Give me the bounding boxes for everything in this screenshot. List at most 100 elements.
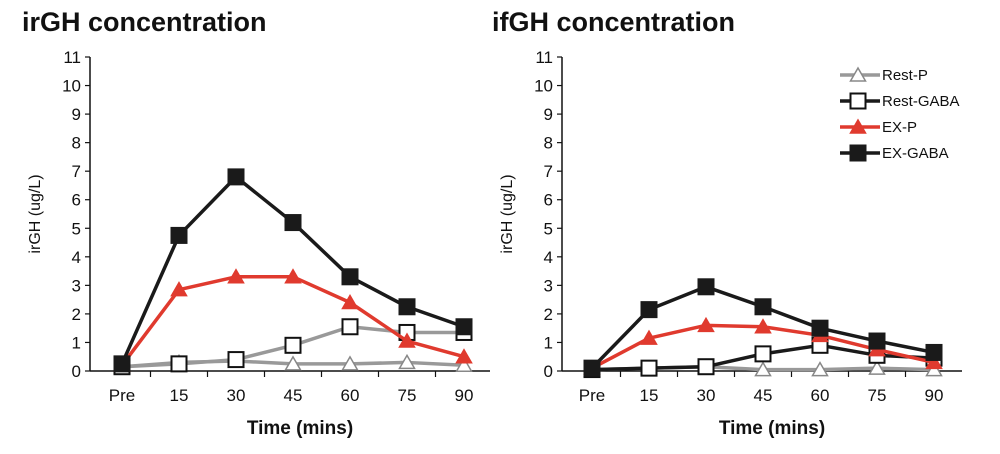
x-tick-label: 90 [925, 386, 944, 405]
data-point [868, 359, 886, 375]
y-tick-label: 9 [544, 105, 553, 124]
y-tick-label: 6 [544, 191, 553, 210]
y-tick-label: 9 [72, 105, 81, 124]
y-tick-label: 10 [534, 77, 553, 96]
data-point [341, 355, 359, 371]
y-tick-label: 8 [544, 134, 553, 153]
series-ex-gaba [583, 278, 943, 377]
data-point [640, 301, 658, 319]
data-point [341, 318, 359, 336]
data-point [811, 361, 829, 377]
x-tick-label: 15 [170, 386, 189, 405]
y-tick-label: 4 [72, 248, 81, 267]
legend-label: Rest-P [882, 67, 928, 84]
y-tick-label: 0 [544, 362, 553, 381]
legend-item: Rest-P [840, 66, 928, 84]
data-point [170, 281, 188, 297]
legend-marker [849, 92, 867, 110]
data-point [754, 361, 772, 377]
x-tick-label: 30 [227, 386, 246, 405]
x-tick-label: Pre [109, 386, 135, 405]
data-point [284, 355, 302, 371]
x-axis-label: Time (mins) [247, 418, 353, 439]
y-tick-label: 7 [72, 162, 81, 181]
data-point [170, 355, 188, 373]
x-tick-label: 30 [697, 386, 716, 405]
y-tick-label: 2 [72, 305, 81, 324]
y-axis-label: irGH (ug/L) [27, 174, 44, 253]
data-point [284, 336, 302, 354]
x-tick-label: 75 [398, 386, 417, 405]
data-point [341, 293, 359, 310]
y-tick-label: 5 [72, 219, 81, 238]
legend-item: EX-GABA [840, 144, 949, 162]
x-tick-label: Pre [579, 386, 605, 405]
x-tick-label: 60 [341, 386, 360, 405]
data-point [398, 298, 416, 316]
data-point [583, 359, 601, 377]
data-point [455, 356, 473, 373]
legend-item: EX-P [840, 118, 917, 136]
legend-label: EX-GABA [882, 145, 949, 162]
legend: Rest-P Rest-GABA EX-P EX-GABA [840, 66, 960, 162]
legend-item: Rest-GABA [840, 92, 960, 110]
data-point [868, 332, 886, 350]
series-ex-gaba [113, 168, 473, 373]
chart-title-left: irGH concentration [22, 7, 267, 37]
y-tick-label: 11 [63, 48, 81, 67]
x-axis-label: Time (mins) [719, 418, 825, 439]
x-tick-label: 60 [811, 386, 830, 405]
data-point [697, 358, 715, 376]
data-point [341, 268, 359, 286]
data-point [398, 353, 416, 370]
data-point [455, 348, 473, 364]
y-tick-label: 0 [72, 362, 81, 381]
y-tick-label: 1 [544, 333, 553, 352]
data-point [455, 318, 473, 336]
data-point [170, 226, 188, 244]
data-point [925, 353, 943, 370]
data-point [754, 345, 772, 363]
x-tick-label: 45 [284, 386, 303, 405]
chart-title-right: ifGH concentration [492, 7, 735, 37]
data-point [113, 355, 131, 373]
x-tick-label: 15 [640, 386, 659, 405]
data-point [754, 318, 772, 334]
y-tick-label: 3 [72, 276, 81, 295]
data-point [398, 332, 416, 348]
data-point [697, 316, 715, 333]
data-point [284, 268, 302, 284]
y-tick-label: 3 [544, 276, 553, 295]
y-tick-label: 5 [544, 219, 553, 238]
y-tick-label: 6 [72, 191, 81, 210]
x-tick-label: 75 [868, 386, 887, 405]
data-point [925, 343, 943, 361]
y-tick-label: 10 [62, 77, 81, 96]
data-point [227, 351, 245, 369]
series-ex-p [113, 268, 473, 373]
data-point [640, 329, 658, 345]
data-point [754, 298, 772, 316]
data-point [697, 278, 715, 296]
x-tick-label: 90 [455, 386, 474, 405]
legend-label: EX-P [882, 119, 917, 136]
legend-marker [849, 66, 867, 82]
y-tick-label: 4 [544, 248, 553, 267]
y-tick-label: 1 [72, 333, 81, 352]
y-axis-label: irGH (ug/L) [499, 174, 516, 253]
legend-marker [849, 118, 867, 134]
y-tick-label: 8 [72, 134, 81, 153]
y-tick-label: 7 [544, 162, 553, 181]
x-tick-label: 45 [754, 386, 773, 405]
data-point [227, 168, 245, 186]
y-tick-label: 11 [535, 48, 553, 67]
legend-label: Rest-GABA [882, 93, 960, 110]
data-point [811, 319, 829, 337]
data-point [284, 214, 302, 232]
legend-marker [849, 144, 867, 162]
y-tick-label: 2 [544, 305, 553, 324]
data-point [640, 359, 658, 377]
